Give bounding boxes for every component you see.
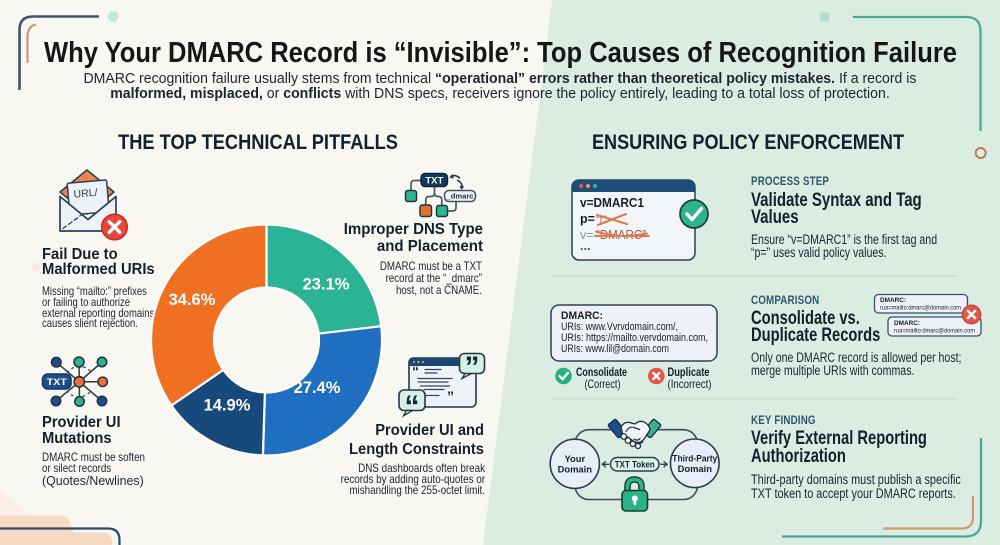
svg-text:34.6%: 34.6% <box>169 291 216 309</box>
svg-text:”: ” <box>447 388 454 404</box>
svg-text:p=: p= <box>580 212 595 226</box>
svg-text:”: ” <box>465 351 480 384</box>
svg-text:Duplicate: Duplicate <box>668 365 710 379</box>
svg-text:23.1%: 23.1% <box>303 276 350 294</box>
svg-text:DMARC:: DMARC: <box>561 310 603 322</box>
svg-text:“r”: “r” <box>596 214 607 226</box>
svg-text:...: ... <box>580 239 590 253</box>
svg-text:Consolidate: Consolidate <box>576 365 627 379</box>
svg-text:“: “ <box>405 390 420 423</box>
svg-text:DMARC:: DMARC: <box>894 320 920 327</box>
svg-text:v=DMARC1: v=DMARC1 <box>580 196 644 210</box>
svg-text:“: “ <box>412 363 419 379</box>
svg-text:v=: v= <box>580 228 594 242</box>
svg-text:URIs: www.lil@domain.com: URIs: www.lil@domain.com <box>561 343 669 355</box>
svg-text:URL/: URL/ <box>73 187 98 201</box>
svg-text:Third-Party: Third-Party <box>672 452 718 463</box>
svg-text:rua=mailto:dmarc@domain.com: rua=mailto:dmarc@domain.com <box>880 305 961 312</box>
svg-text:URIs: https://mailto.vervdomai: URIs: https://mailto.vervdomain.com, <box>561 332 708 344</box>
svg-text:URIs: www.Vvrvdomain.com/,: URIs: www.Vvrvdomain.com/, <box>561 321 678 333</box>
svg-text:27.4%: 27.4% <box>294 379 341 397</box>
svg-text:Your: Your <box>564 453 585 464</box>
svg-text:rua=mailto:dmarc@domain.com: rua=mailto:dmarc@domain.com <box>894 328 975 335</box>
svg-text:(Correct): (Correct) <box>585 378 621 391</box>
svg-text:_dmarc: _dmarc <box>445 192 473 201</box>
svg-text:TXT Token: TXT Token <box>615 458 655 469</box>
svg-text:TXT: TXT <box>47 377 67 388</box>
svg-text:14.9%: 14.9% <box>204 397 251 415</box>
svg-text:Domain: Domain <box>558 463 593 474</box>
svg-text:Domain: Domain <box>678 463 713 474</box>
svg-text:TXT: TXT <box>425 176 443 187</box>
svg-text:DMARC:: DMARC: <box>880 297 906 304</box>
svg-text:(Incorrect): (Incorrect) <box>668 378 712 391</box>
